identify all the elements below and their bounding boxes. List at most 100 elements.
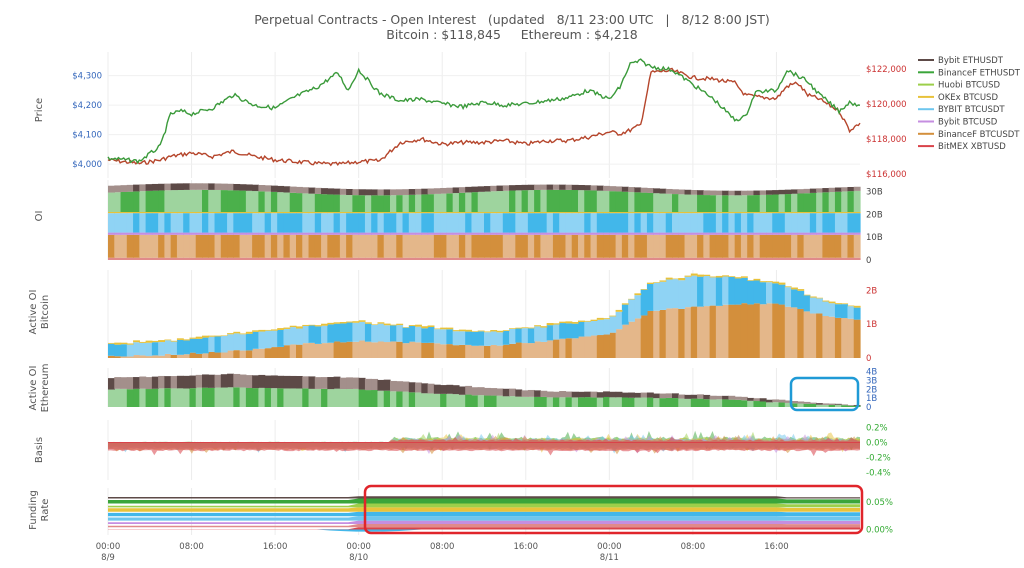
oi-band-bitmex-xbtusd [277, 257, 285, 260]
active-btc-band-bybit-btcusdt [828, 303, 836, 317]
active-eth-band-binancef-ethusdt [540, 396, 548, 407]
oi-band-okex-btcusd [847, 212, 855, 214]
oi-band-okex-btcusd [252, 212, 259, 214]
active-btc-band-bybit-btcusdt [227, 334, 234, 351]
oi-band-binancef-btcusdt [202, 234, 209, 258]
active-eth-band-bybit-ethusdt [822, 403, 830, 405]
active-btc-band-okex-btcusd [321, 323, 328, 326]
oi-band-bybit-ethusdt [364, 189, 372, 196]
oi-band-bybit-ethusdt [546, 184, 554, 190]
active-btc-band-binancef-btcusdt [703, 306, 711, 358]
active-btc-band-okex-btcusd [828, 301, 836, 304]
oi-tick: 30B [866, 187, 883, 197]
oi-band-binancef-ethusdt [346, 194, 353, 212]
oi-band-okex-btcusd [264, 212, 272, 214]
oi-band-bybit-btcusd [227, 232, 234, 235]
oi-band-bybit-btcusdt [515, 213, 523, 233]
active-btc-band-binancef-btcusdt [697, 306, 704, 358]
oi-band-bybit-btcusd [339, 232, 347, 235]
oi-band-bybit-btcusdt [390, 213, 397, 233]
oi-band-bybit-btcusd [740, 232, 748, 235]
active-eth-band-bybit-ethusdt [521, 390, 529, 397]
oi-band-okex-btcusd [615, 212, 623, 214]
oi-band-okex-btcusd [396, 212, 404, 214]
oi-band-binancef-ethusdt [139, 191, 147, 212]
oi-band-bitmex-xbtusd [308, 257, 316, 260]
oi-band-okex-btcusd [515, 212, 523, 214]
oi-band-binancef-ethusdt [170, 190, 178, 212]
active-eth-band-bybit-ethusdt [258, 374, 266, 388]
active-eth-band-bybit-ethusdt [446, 384, 454, 394]
active-eth-band-bybit-ethusdt [634, 392, 642, 398]
active-eth-band-bybit-ethusdt [176, 375, 184, 389]
active-eth-band-binancef-ethusdt [502, 396, 510, 407]
active-btc-band-bybit-btcusdt [233, 333, 241, 351]
active-btc-band-binancef-btcusdt [484, 345, 491, 358]
active-btc-band-bybit-btcusdt [239, 334, 247, 351]
active-eth-band-bybit-ethusdt [364, 378, 372, 391]
active-btc-band-bybit-btcusdt [646, 284, 654, 311]
oi-band-bitmex-xbtusd [415, 257, 422, 260]
oi-band-binancef-btcusdt [145, 234, 153, 258]
oi-band-binancef-ethusdt [402, 194, 410, 212]
oi-band-bybit-btcusdt [245, 213, 253, 233]
oi-band-bybit-btcusd [377, 232, 385, 235]
active-btc-band-okex-btcusd [383, 323, 391, 326]
oi-band-bitmex-xbtusd [245, 257, 253, 260]
oi-band-okex-btcusd [628, 212, 635, 214]
oi-band-bybit-btcusd [809, 232, 817, 235]
oi-band-binancef-ethusdt [697, 194, 704, 212]
active-btc-band-bybit-btcusdt [327, 324, 335, 343]
oi-band-binancef-ethusdt [471, 192, 479, 212]
active-eth-band-bybit-ethusdt [571, 391, 579, 398]
active-eth-band-binancef-ethusdt [308, 388, 316, 407]
oi-tick: 10B [866, 233, 883, 243]
active-eth-band-bybit-ethusdt [665, 393, 673, 398]
active-btc-band-bybit-btcusdt [709, 277, 717, 306]
x-tick-label: 00:00 [597, 542, 622, 552]
oi-band-bitmex-xbtusd [452, 257, 460, 260]
oi-band-bybit-btcusdt [133, 213, 140, 233]
active-btc-band-okex-btcusd [145, 340, 153, 343]
active-eth-band-bybit-ethusdt [289, 375, 297, 389]
oi-band-okex-btcusd [346, 212, 353, 214]
oi-band-bybit-btcusdt [809, 213, 817, 233]
active-eth-band-binancef-ethusdt [753, 401, 761, 407]
oi-band-bybit-btcusdt [502, 213, 510, 233]
oi-band-bybit-ethusdt [252, 184, 259, 192]
oi-band-okex-btcusd [759, 212, 767, 214]
oi-band-bybit-ethusdt [126, 184, 134, 192]
active-btc-band-binancef-btcusdt [596, 335, 604, 358]
oi-band-binancef-btcusdt [784, 234, 792, 258]
oi-band-bitmex-xbtusd [151, 257, 159, 260]
active-eth-band-bybit-ethusdt [458, 386, 466, 395]
oi-band-okex-btcusd [208, 212, 216, 214]
oi-band-bybit-ethusdt [108, 185, 115, 193]
oi-band-okex-btcusd [258, 212, 266, 214]
oi-band-okex-btcusd [722, 212, 729, 214]
oi-band-okex-btcusd [377, 212, 385, 214]
oi-band-bybit-btcusdt [797, 213, 805, 233]
oi-band-bybit-btcusd [565, 232, 573, 235]
oi-band-okex-btcusd [634, 212, 642, 214]
active-eth-band-bybit-ethusdt [402, 381, 410, 392]
active-eth-band-bybit-ethusdt [596, 392, 604, 398]
active-eth-band-binancef-ethusdt [715, 399, 723, 407]
active-btc-band-binancef-btcusdt [176, 354, 184, 358]
oi-band-binancef-btcusdt [853, 234, 861, 258]
oi-band-binancef-ethusdt [646, 192, 654, 212]
oi-band-bybit-btcusdt [415, 213, 422, 233]
active-eth-band-binancef-ethusdt [433, 393, 441, 407]
oi-band-bitmex-xbtusd [264, 257, 272, 260]
oi-band-okex-btcusd [371, 212, 379, 214]
active-eth-band-bybit-ethusdt [139, 376, 147, 389]
oi-band-bybit-btcusd [214, 232, 222, 235]
oi-band-bybit-btcusd [709, 232, 717, 235]
oi-band-bybit-btcusdt [440, 213, 447, 233]
price-left-tick: $4,100 [72, 131, 102, 141]
oi-tick: 0 [866, 256, 871, 266]
oi-band-bitmex-xbtusd [722, 257, 729, 260]
active-eth-band-binancef-ethusdt [458, 394, 466, 407]
oi-band-bybit-btcusdt [728, 213, 736, 233]
oi-band-binancef-ethusdt [421, 194, 429, 212]
